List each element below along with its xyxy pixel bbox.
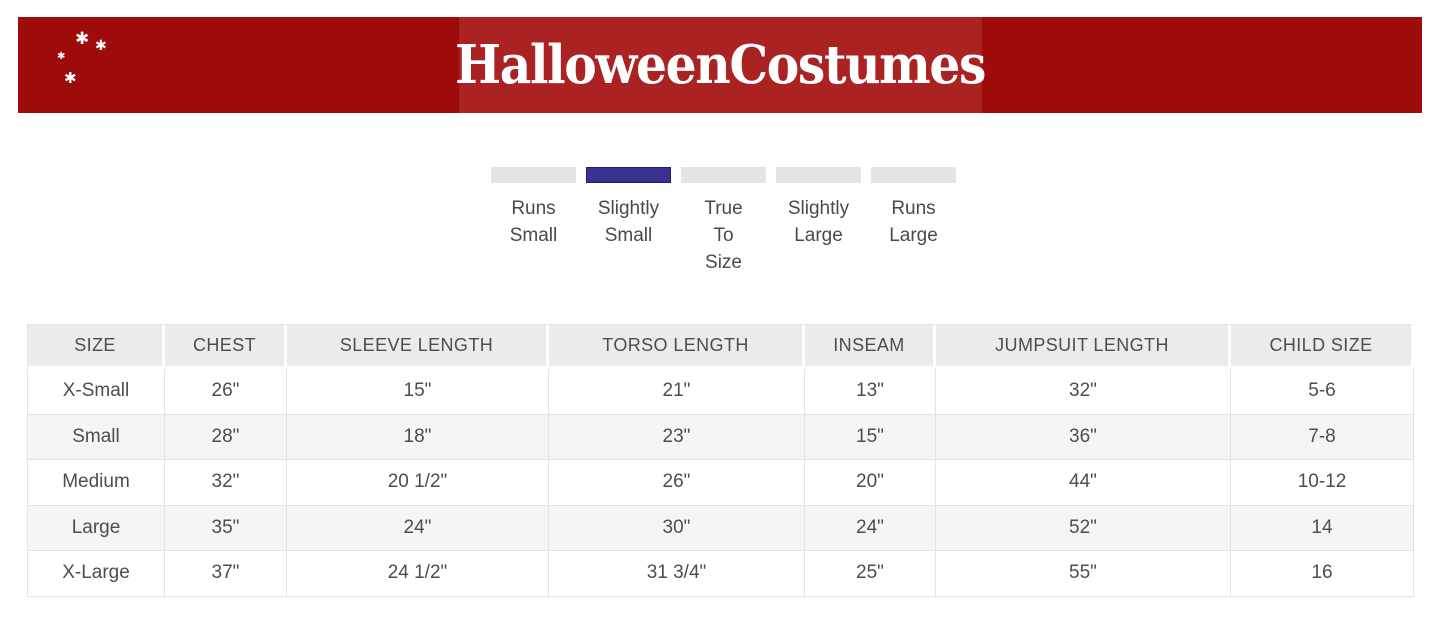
- cell-size: Large: [27, 505, 165, 551]
- column-header-size: SIZE: [27, 324, 165, 369]
- cell-inseam: 25": [805, 551, 936, 597]
- cell-sleeve: 15": [287, 369, 549, 415]
- column-header-inseam: INSEAM: [805, 324, 936, 369]
- cell-size: X-Small: [27, 369, 165, 415]
- fit-scale-bar[interactable]: [491, 167, 576, 183]
- cell-chest: 28": [165, 414, 287, 460]
- cell-size: Small: [27, 414, 165, 460]
- cell-child: 10-12: [1231, 460, 1414, 506]
- column-header-chest: CHEST: [165, 324, 287, 369]
- cell-jumpsuit: 52": [936, 505, 1231, 551]
- fit-scale-bar[interactable]: [681, 167, 766, 183]
- cell-child: 16: [1231, 551, 1414, 597]
- cell-chest: 35": [165, 505, 287, 551]
- cell-inseam: 24": [805, 505, 936, 551]
- cell-sleeve: 24 1/2": [287, 551, 549, 597]
- column-header-sleeve: SLEEVE LENGTH: [287, 324, 549, 369]
- brand-logo-text: HalloweenCostumes: [454, 33, 986, 96]
- fit-scale-option-true-to-size[interactable]: True To Size: [681, 167, 766, 276]
- cell-torso: 31 3/4": [549, 551, 805, 597]
- fit-scale-label: Runs Small: [509, 198, 558, 246]
- cell-chest: 26": [165, 369, 287, 415]
- cell-sleeve: 24": [287, 505, 549, 551]
- table-row: X-Large 37" 24 1/2" 31 3/4" 25" 55" 16: [27, 551, 1414, 597]
- fit-scale-option-slightly-large[interactable]: Slightly Large: [776, 167, 861, 276]
- fit-scale-label: Slightly Small: [597, 198, 660, 246]
- fit-scale-option-runs-small[interactable]: Runs Small: [491, 167, 576, 276]
- brand-logo-backdrop: [459, 17, 982, 113]
- size-chart-table: SIZE CHEST SLEEVE LENGTH TORSO LENGTH IN…: [27, 324, 1414, 597]
- cell-inseam: 20": [805, 460, 936, 506]
- cell-chest: 32": [165, 460, 287, 506]
- fit-scale-bar-active[interactable]: [586, 167, 671, 183]
- table-row: Large 35" 24" 30" 24" 52" 14: [27, 505, 1414, 551]
- brand-logo[interactable]: HalloweenCostumes: [18, 17, 1422, 113]
- cell-size: X-Large: [27, 551, 165, 597]
- cell-child: 7-8: [1231, 414, 1414, 460]
- column-header-torso: TORSO LENGTH: [549, 324, 805, 369]
- fit-scale-label: Slightly Large: [787, 198, 850, 246]
- cell-torso: 23": [549, 414, 805, 460]
- cell-jumpsuit: 44": [936, 460, 1231, 506]
- fit-scale-label: Runs Large: [889, 198, 938, 246]
- cell-child: 14: [1231, 505, 1414, 551]
- fit-scale-option-runs-large[interactable]: Runs Large: [871, 167, 956, 276]
- column-header-child: CHILD SIZE: [1231, 324, 1414, 369]
- table-row: Medium 32" 20 1/2" 26" 20" 44" 10-12: [27, 460, 1414, 506]
- cell-jumpsuit: 36": [936, 414, 1231, 460]
- column-header-jumpsuit: JUMPSUIT LENGTH: [936, 324, 1231, 369]
- cell-torso: 21": [549, 369, 805, 415]
- table-row: X-Small 26" 15" 21" 13" 32" 5-6: [27, 369, 1414, 415]
- brand-banner: HalloweenCostumes ✱ ✱ ✱ ✱: [18, 17, 1422, 113]
- cell-inseam: 15": [805, 414, 936, 460]
- cell-jumpsuit: 55": [936, 551, 1231, 597]
- cell-torso: 30": [549, 505, 805, 551]
- cell-inseam: 13": [805, 369, 936, 415]
- cell-size: Medium: [27, 460, 165, 506]
- fit-scale: Runs Small Slightly Small True To Size S…: [491, 167, 956, 276]
- fit-scale-bar[interactable]: [871, 167, 956, 183]
- cell-child: 5-6: [1231, 369, 1414, 415]
- fit-scale-label: True To Size: [704, 198, 743, 273]
- fit-scale-bar[interactable]: [776, 167, 861, 183]
- cell-torso: 26": [549, 460, 805, 506]
- cell-sleeve: 20 1/2": [287, 460, 549, 506]
- cell-sleeve: 18": [287, 414, 549, 460]
- table-header-row: SIZE CHEST SLEEVE LENGTH TORSO LENGTH IN…: [27, 324, 1414, 369]
- fit-scale-option-slightly-small[interactable]: Slightly Small: [586, 167, 671, 276]
- cell-chest: 37": [165, 551, 287, 597]
- table-row: Small 28" 18" 23" 15" 36" 7-8: [27, 414, 1414, 460]
- cell-jumpsuit: 32": [936, 369, 1231, 415]
